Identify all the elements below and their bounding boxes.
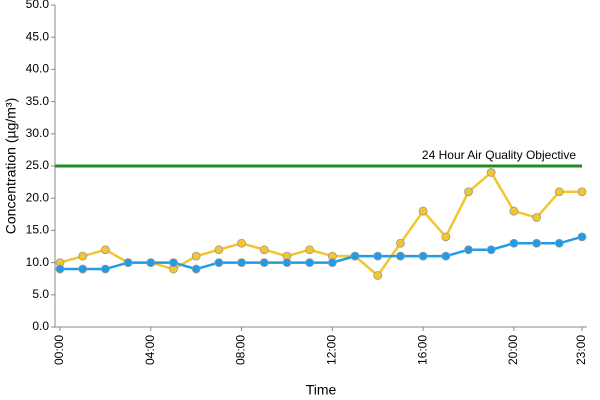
data-point	[532, 238, 542, 248]
data-point	[305, 245, 315, 255]
data-point	[396, 238, 405, 248]
data-point	[78, 264, 88, 274]
x-tick-label: 23:00	[574, 335, 588, 365]
x-tick-label: 16:00	[415, 335, 429, 365]
data-point	[327, 258, 337, 268]
y-tick-label: 30.0	[26, 126, 50, 140]
y-tick-label: 5.0	[32, 287, 49, 301]
data-point	[259, 258, 269, 268]
data-point	[464, 245, 473, 255]
data-point	[509, 238, 519, 248]
x-tick-label: 20:00	[506, 335, 520, 365]
x-axis-title: Time	[306, 382, 337, 398]
data-point	[100, 245, 110, 255]
data-point	[123, 258, 133, 268]
data-point	[441, 232, 451, 242]
data-point	[577, 232, 587, 242]
data-point	[486, 168, 496, 177]
data-point	[373, 251, 383, 261]
data-point	[350, 251, 360, 261]
data-point	[418, 206, 428, 216]
data-point	[305, 258, 315, 268]
data-point	[191, 264, 201, 274]
data-point	[78, 251, 88, 261]
y-tick-label: 50.0	[26, 0, 50, 11]
data-point	[100, 264, 110, 274]
data-point	[237, 238, 246, 248]
data-point	[214, 258, 224, 268]
data-point	[418, 251, 428, 261]
reference-label: 24 Hour Air Quality Objective	[422, 148, 576, 162]
data-point	[464, 187, 473, 197]
series-line	[59, 170, 582, 278]
data-point	[259, 245, 269, 255]
data-point	[396, 251, 405, 261]
data-point	[282, 258, 292, 268]
data-point	[532, 213, 542, 222]
x-tick-label: 12:00	[325, 335, 339, 365]
y-tick-label: 35.0	[26, 94, 50, 108]
data-point	[373, 271, 383, 280]
data-point	[191, 251, 201, 261]
data-point	[55, 264, 65, 274]
y-tick-label: 20.0	[26, 190, 50, 204]
data-point	[486, 245, 496, 255]
data-point	[554, 187, 564, 197]
x-tick-label: 04:00	[143, 335, 157, 365]
data-point	[441, 251, 451, 261]
data-point	[509, 206, 519, 216]
y-tick-label: 25.0	[26, 158, 50, 172]
data-point	[577, 187, 587, 197]
x-tick-label: 00:00	[52, 335, 66, 365]
data-point	[237, 258, 246, 268]
data-point	[214, 245, 224, 255]
y-tick-label: 40.0	[26, 62, 50, 76]
x-tick-label: 08:00	[234, 335, 248, 365]
y-tick-label: 15.0	[26, 223, 50, 237]
y-axis-title: Concentration (µg/m³)	[3, 98, 19, 234]
data-point	[169, 258, 178, 268]
y-tick-label: 10.0	[26, 255, 50, 269]
data-point	[146, 258, 156, 268]
data-point	[554, 238, 564, 248]
y-tick-label: 45.0	[26, 29, 50, 43]
y-tick-label: 0.0	[32, 319, 49, 333]
